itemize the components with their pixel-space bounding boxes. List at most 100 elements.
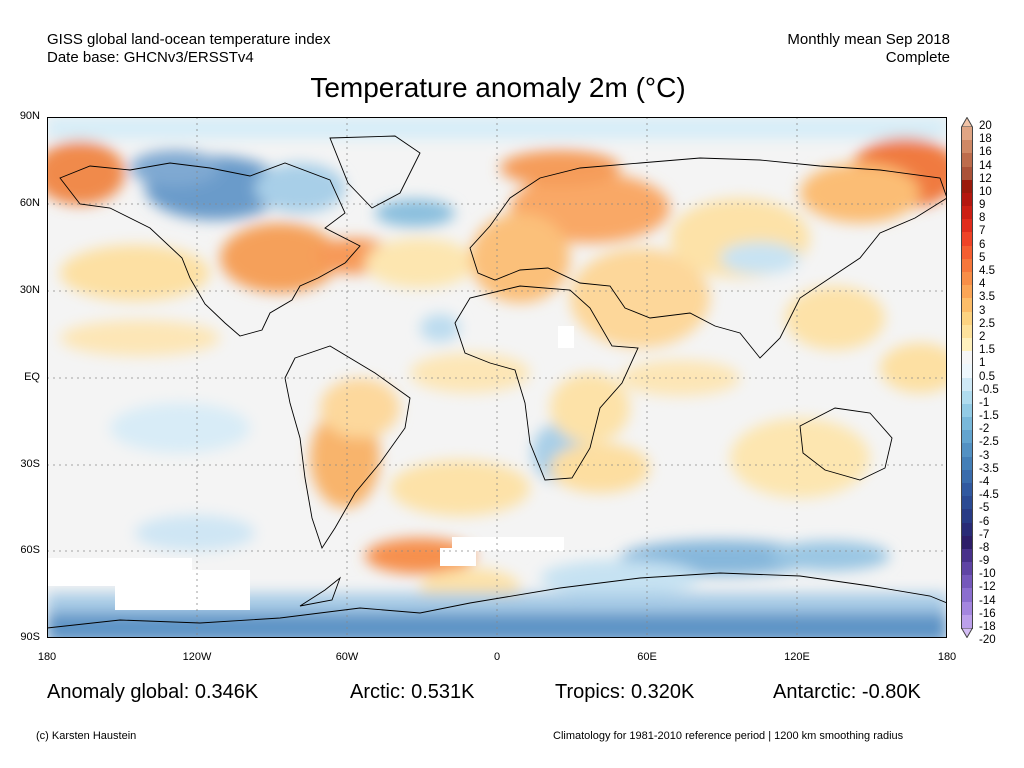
colorbar-label: -4.5 xyxy=(979,489,999,502)
colorbar-label: -20 xyxy=(979,634,996,647)
greenland-coast xyxy=(329,135,421,209)
colorbar-label: 10 xyxy=(979,185,992,198)
lon-tick: 60W xyxy=(335,651,359,663)
colorbar-label: 9 xyxy=(979,199,986,212)
lat-tick: 60N xyxy=(19,197,40,209)
lat-tick: 90S xyxy=(20,631,40,643)
colorbar-swatch xyxy=(961,311,973,326)
lat-tick: 30S xyxy=(20,458,40,470)
lat-tick: EQ xyxy=(24,371,40,383)
colorbar-label: -18 xyxy=(979,621,996,633)
colorbar-swatch xyxy=(961,192,973,207)
north-america-coast xyxy=(59,162,361,337)
stat-arctic: Arctic: 0.531K xyxy=(350,681,475,703)
colorbar-label: -2.5 xyxy=(979,436,999,449)
colorbar-label: -16 xyxy=(979,607,996,620)
colorbar-label: 1.5 xyxy=(979,344,995,357)
colorbar-swatch xyxy=(961,496,973,510)
colorbar-label: 2.5 xyxy=(979,317,995,330)
colorbar-swatch xyxy=(961,351,973,365)
colorbar-label: 6 xyxy=(979,238,986,251)
colorbar-label: -12 xyxy=(979,581,996,594)
colorbar-swatch xyxy=(961,403,973,418)
colorbar-label: 16 xyxy=(979,146,992,159)
colorbar-swatch xyxy=(961,140,973,154)
colorbar-label: 4.5 xyxy=(979,265,995,278)
lon-tick: 180 xyxy=(937,651,957,663)
colorbar-label: 0.5 xyxy=(979,370,995,383)
lon-tick: 180 xyxy=(37,651,57,663)
map-title: Temperature anomaly 2m (°C) xyxy=(310,72,686,103)
colorbar-label: -3 xyxy=(979,449,990,462)
colorbar-label: 3.5 xyxy=(979,291,995,304)
eurasia-coast xyxy=(469,157,947,359)
header-left: GISS global land-ocean temperature index… xyxy=(47,31,331,67)
status-label: Complete xyxy=(885,49,950,66)
method-note: Climatology for 1981-2010 reference peri… xyxy=(553,730,904,742)
colorbar-label: 12 xyxy=(979,172,992,185)
colorbar-label: 18 xyxy=(979,133,992,146)
colorbar-swatch xyxy=(961,390,973,405)
colorbar-swatch xyxy=(961,417,973,431)
anomaly-map xyxy=(47,117,947,638)
colorbar-label: 3 xyxy=(979,304,986,317)
antarctica-coast xyxy=(47,572,947,629)
colorbar-swatch xyxy=(961,337,973,352)
colorbar-label: -5 xyxy=(979,502,990,515)
colorbar-label: -2 xyxy=(979,423,990,436)
colorbar-label: -6 xyxy=(979,515,990,528)
missing-data xyxy=(47,326,574,610)
colorbar-swatch xyxy=(961,469,973,484)
lat-tick: 60S xyxy=(20,544,40,556)
header-right: Monthly mean Sep 2018 Complete xyxy=(787,31,950,67)
colorbar-swatch xyxy=(961,522,973,537)
lon-tick: 0 xyxy=(493,651,501,663)
colorbar-swatch xyxy=(961,377,973,392)
colorbar-swatch xyxy=(961,548,973,563)
colorbar-label: 20 xyxy=(979,120,992,132)
colorbar-label: -7 xyxy=(979,528,990,541)
colorbar-label: -10 xyxy=(979,568,996,581)
colorbar-swatch xyxy=(961,509,973,524)
period-label: Monthly mean Sep 2018 xyxy=(787,31,950,48)
lon-tick: 60E xyxy=(637,651,657,663)
stat-global: Anomaly global: 0.346K xyxy=(47,681,259,703)
colorbar-swatch xyxy=(961,535,973,550)
colorbar-label: 1 xyxy=(979,357,986,370)
colorbar-swatch xyxy=(961,430,973,445)
colorbar-label: -3.5 xyxy=(979,462,999,475)
colorbar-swatch xyxy=(961,285,973,299)
colorbar-swatch xyxy=(961,588,973,603)
colorbar-label: 14 xyxy=(979,159,992,172)
colorbar-label: -14 xyxy=(979,594,996,607)
stat-tropics: Tropics: 0.320K xyxy=(555,681,695,703)
colorbar-swatch xyxy=(961,482,973,497)
colorbar-swatch xyxy=(961,562,973,576)
colorbar-label: 8 xyxy=(979,212,986,225)
lon-tick: 120E xyxy=(784,651,810,663)
colorbar-bottom-arrow xyxy=(961,628,973,638)
coastlines xyxy=(47,135,947,629)
colorbar-label: 7 xyxy=(979,225,986,238)
colorbar-swatch xyxy=(961,272,973,286)
colorbar-swatch xyxy=(961,153,973,168)
lon-tick: 120W xyxy=(182,651,212,663)
colorbar-label: 2 xyxy=(979,330,986,343)
colorbar-swatch xyxy=(961,324,973,339)
colorbar-label: -4 xyxy=(979,475,990,488)
colorbar-label: 4 xyxy=(979,278,986,291)
colorbar-label: -1 xyxy=(979,396,990,409)
south-america-coast xyxy=(284,345,411,550)
anomaly-fields xyxy=(47,117,947,638)
colorbar-label: -9 xyxy=(979,555,990,568)
colorbar-swatch xyxy=(961,127,973,141)
colorbar-swatch xyxy=(961,166,973,181)
colorbar-top-arrow xyxy=(961,117,973,127)
data-base: Date base: GHCNv3/ERSSTv4 xyxy=(47,49,254,66)
colorbar-label: 5 xyxy=(979,251,986,264)
colorbar-label: -1.5 xyxy=(979,410,999,423)
colorbar-swatch xyxy=(961,298,973,313)
colorbar-swatch xyxy=(961,206,973,220)
africa-coast xyxy=(454,285,639,481)
index-name: GISS global land-ocean temperature index xyxy=(47,31,331,48)
